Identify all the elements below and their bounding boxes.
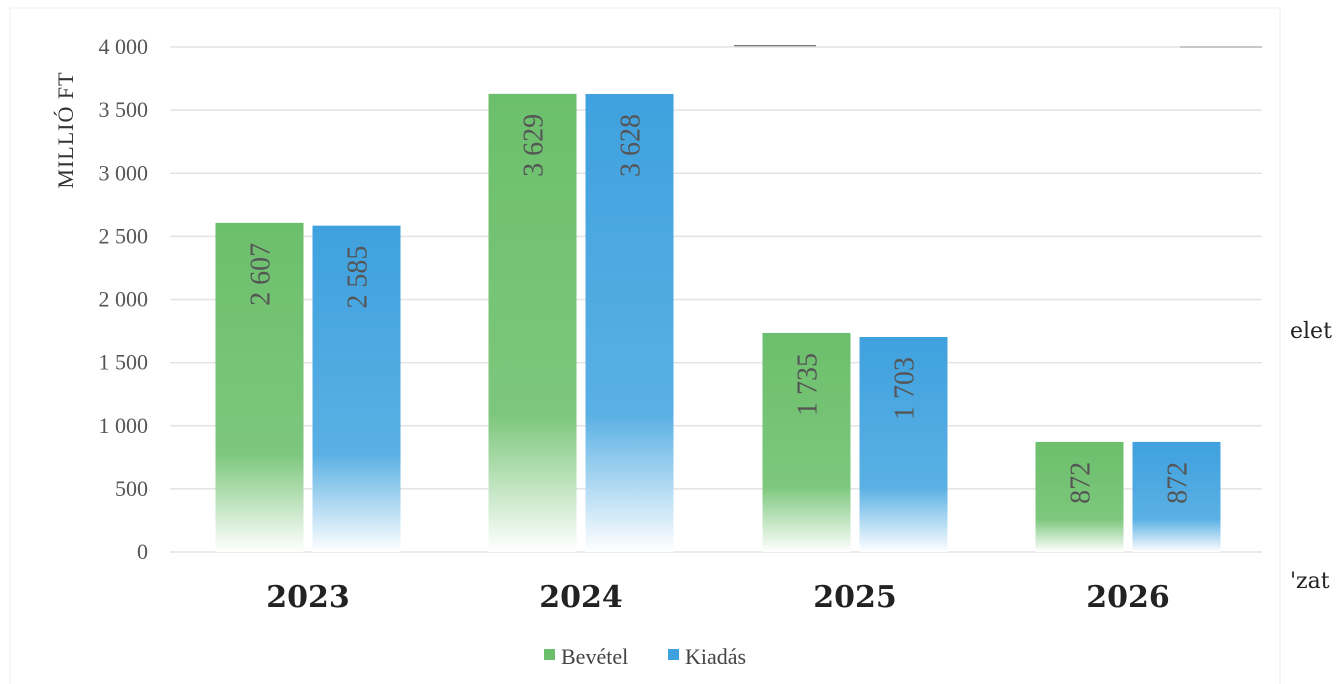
y-tick-label: 3 500 <box>99 97 149 122</box>
x-tick-label: 2025 <box>813 580 897 615</box>
y-axis-label: MILLIÓ FT <box>53 71 78 188</box>
data-label: 1 735 <box>793 353 824 416</box>
y-tick-label: 500 <box>115 476 148 501</box>
bar-kiadás-2025 <box>859 336 948 552</box>
bar-bevétel-2026 <box>1035 441 1124 552</box>
legend-swatch-bevétel <box>544 649 555 660</box>
y-tick-label: 1 000 <box>99 413 149 438</box>
y-tick-label: 1 500 <box>99 350 149 375</box>
bars <box>215 93 1221 553</box>
x-tick-label: 2023 <box>266 580 350 615</box>
data-label: 3 628 <box>616 114 647 177</box>
legend-swatch-kiadás <box>668 649 679 660</box>
data-label: 872 <box>1066 462 1097 504</box>
y-axis-ticks: 0 500 1 000 1 500 2 000 2 500 3 000 3 500 4 000 <box>99 34 149 564</box>
y-tick-label: 2 000 <box>99 287 149 312</box>
edge-text-fragment: elet <box>1290 319 1332 344</box>
x-axis-ticks: 2023 2024 2025 2026 <box>266 580 1170 615</box>
data-labels: 2 607 2 585 3 629 3 628 1 735 1 703 872 872 <box>246 114 1194 504</box>
bar-bevétel-2023 <box>215 222 304 552</box>
legend-label: Bevétel <box>561 644 628 669</box>
legend: Bevétel Kiadás <box>544 644 746 669</box>
bar-bevétel-2025 <box>762 332 851 552</box>
y-tick-label: 0 <box>137 539 148 564</box>
bar-kiadás-2026 <box>1132 441 1221 552</box>
x-tick-label: 2026 <box>1086 580 1170 615</box>
legend-label: Kiadás <box>685 644 746 669</box>
y-tick-label: 2 500 <box>99 223 149 248</box>
y-tick-label: 3 000 <box>99 160 149 185</box>
data-label: 872 <box>1163 462 1194 504</box>
data-label: 2 585 <box>343 246 374 309</box>
bar-kiadás-2023 <box>312 225 401 553</box>
edge-text-fragment: 'zat <box>1290 569 1330 594</box>
bar-bevétel-2024 <box>488 93 577 553</box>
data-label: 2 607 <box>246 243 277 306</box>
y-tick-label: 4 000 <box>99 34 149 59</box>
bar-kiadás-2024 <box>585 93 674 552</box>
data-label: 3 629 <box>519 114 550 177</box>
x-tick-label: 2024 <box>539 580 623 615</box>
data-label: 1 703 <box>890 357 921 420</box>
